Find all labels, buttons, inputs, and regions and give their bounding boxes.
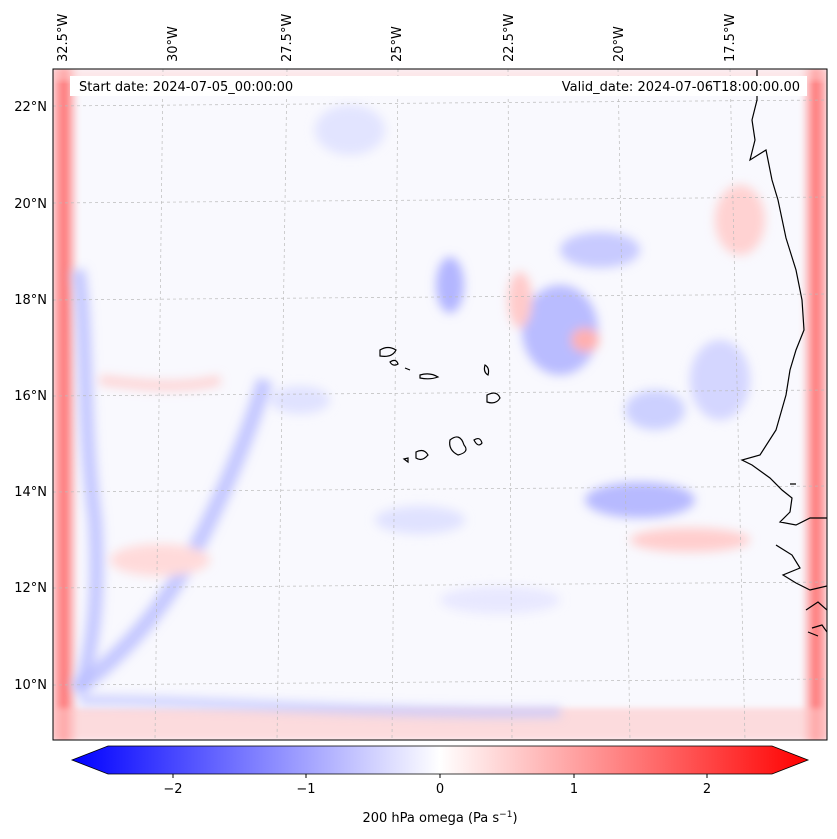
start-date-label: Start date: 2024-07-05_00:00:00 xyxy=(79,80,293,95)
longitude-labels: 32.5°W 30°W 27.5°W 25°W 22.5°W 20°W 17.5… xyxy=(56,14,738,62)
lat-label: 20°N xyxy=(14,197,47,212)
valid-date-label: Valid_date: 2024-07-06T18:00:00.00 xyxy=(562,80,800,95)
lon-label: 25°W xyxy=(390,26,405,62)
left-boundary-band xyxy=(53,69,77,740)
lat-label: 14°N xyxy=(14,485,47,500)
lon-label: 30°W xyxy=(166,26,181,62)
lon-label: 32.5°W xyxy=(56,14,71,62)
colorbar-tick-label: 1 xyxy=(570,782,578,797)
colorbar: −2 −1 0 1 2 200 hPa omega (Pa s−1) xyxy=(70,745,810,826)
right-boundary-band xyxy=(803,69,827,740)
colorbar-label-end: ) xyxy=(512,811,517,826)
lon-label: 17.5°W xyxy=(723,14,738,62)
colorbar-tick-label: 0 xyxy=(436,782,444,797)
coastline xyxy=(379,70,827,637)
graticule xyxy=(53,69,827,740)
colorbar-ticks xyxy=(172,774,708,778)
lon-label: 27.5°W xyxy=(280,14,295,62)
lat-label: 12°N xyxy=(14,581,47,596)
colorbar-label-main: 200 hPa omega (Pa s xyxy=(362,811,499,826)
omega-features xyxy=(70,105,765,718)
colorbar-label-sup: −1 xyxy=(499,810,512,820)
colorbar-tick-label: 2 xyxy=(703,782,711,797)
lat-label: 16°N xyxy=(14,389,47,404)
lat-label: 10°N xyxy=(14,678,47,693)
map-panel: Start date: 2024-07-05_00:00:00 Valid_da… xyxy=(52,68,828,741)
lon-label: 20°W xyxy=(612,26,627,62)
map-frame xyxy=(52,68,828,741)
latitude-labels: 22°N 20°N 18°N 16°N 14°N 12°N 10°N xyxy=(14,100,47,693)
lat-label: 18°N xyxy=(14,293,47,308)
lon-label: 22.5°W xyxy=(502,14,517,62)
lat-label: 22°N xyxy=(14,100,47,115)
colorbar-tick-label: −1 xyxy=(296,782,315,797)
colorbar-tick-label: −2 xyxy=(163,782,182,797)
header-box xyxy=(70,76,807,96)
colorbar-body xyxy=(70,745,810,775)
colorbar-label: 200 hPa omega (Pa s−1) xyxy=(362,810,517,826)
